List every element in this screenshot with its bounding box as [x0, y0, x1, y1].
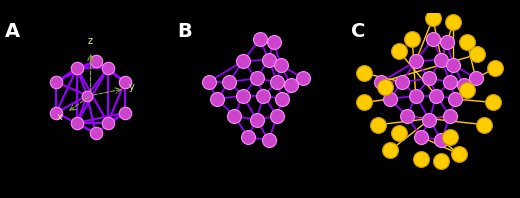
Point	[374, 123, 382, 126]
Text: C: C	[350, 22, 365, 41]
Point	[92, 132, 100, 135]
Point	[451, 97, 459, 101]
Point	[460, 84, 468, 87]
Point	[73, 67, 81, 70]
Point	[463, 41, 471, 44]
Text: A: A	[5, 22, 20, 41]
Point	[103, 67, 112, 70]
Point	[277, 63, 285, 66]
Point	[437, 58, 446, 61]
Text: z: z	[88, 36, 93, 46]
Point	[225, 80, 233, 83]
Point	[446, 115, 454, 118]
Point	[298, 77, 307, 80]
Point	[360, 101, 369, 104]
Point	[92, 60, 100, 63]
Point	[121, 80, 129, 83]
Point	[244, 135, 252, 138]
Point	[360, 72, 369, 75]
Point	[443, 41, 451, 44]
Point	[381, 85, 389, 89]
Point	[473, 53, 482, 56]
Point	[269, 41, 278, 44]
Point	[259, 94, 268, 97]
Point	[287, 84, 295, 87]
Point	[273, 80, 281, 83]
Point	[480, 123, 488, 126]
Point	[52, 80, 60, 83]
Point	[490, 67, 499, 70]
Point	[417, 135, 425, 138]
Point	[83, 94, 92, 97]
Point	[411, 60, 420, 63]
Point	[394, 132, 402, 135]
Point	[463, 89, 471, 92]
Point	[403, 115, 411, 118]
Text: y: y	[129, 82, 135, 92]
Point	[204, 80, 213, 83]
Point	[103, 121, 112, 125]
Point	[437, 159, 446, 162]
Point	[425, 118, 434, 121]
Point	[378, 80, 386, 83]
Point	[394, 50, 402, 53]
Point	[52, 111, 60, 114]
Text: B: B	[178, 22, 192, 41]
Text: x: x	[57, 112, 62, 122]
Point	[121, 111, 129, 114]
Point	[386, 149, 394, 152]
Point	[489, 101, 497, 104]
Point	[454, 152, 463, 155]
Point	[230, 115, 239, 118]
Point	[273, 115, 281, 118]
Point	[213, 97, 222, 101]
Point	[425, 77, 434, 80]
Point	[408, 37, 417, 41]
Point	[252, 118, 261, 121]
Point	[446, 80, 454, 83]
Point	[449, 63, 458, 66]
Point	[449, 20, 458, 23]
Point	[264, 58, 272, 61]
Point	[386, 97, 394, 101]
Point	[73, 121, 81, 125]
Point	[256, 37, 264, 41]
Point	[411, 94, 420, 97]
Point	[398, 80, 406, 83]
Point	[239, 94, 247, 97]
Point	[428, 37, 437, 41]
Point	[472, 77, 480, 80]
Point	[446, 135, 454, 138]
Point	[264, 139, 272, 142]
Point	[432, 94, 440, 97]
Point	[428, 17, 437, 20]
Point	[278, 97, 287, 101]
Point	[437, 139, 446, 142]
Point	[239, 60, 247, 63]
Point	[252, 77, 261, 80]
Point	[417, 157, 425, 161]
